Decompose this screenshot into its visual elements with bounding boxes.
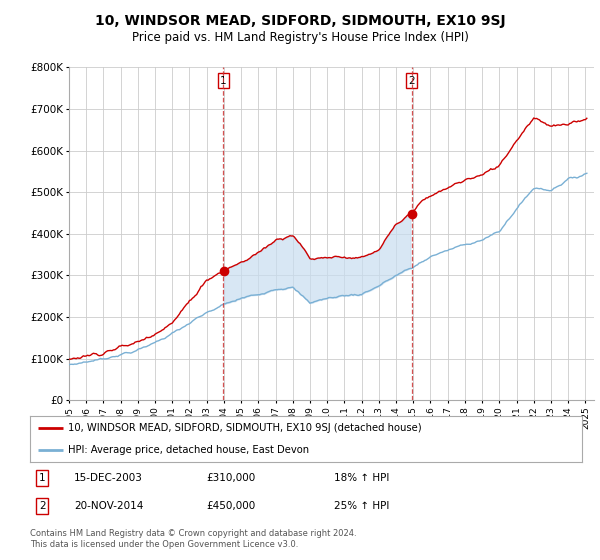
Text: 15-DEC-2003: 15-DEC-2003 (74, 473, 143, 483)
Text: 1: 1 (220, 76, 227, 86)
Text: £450,000: £450,000 (206, 501, 256, 511)
Text: 20-NOV-2014: 20-NOV-2014 (74, 501, 143, 511)
Text: HPI: Average price, detached house, East Devon: HPI: Average price, detached house, East… (68, 445, 308, 455)
Text: 10, WINDSOR MEAD, SIDFORD, SIDMOUTH, EX10 9SJ (detached house): 10, WINDSOR MEAD, SIDFORD, SIDMOUTH, EX1… (68, 423, 421, 433)
Text: 2: 2 (408, 76, 415, 86)
Text: 2: 2 (39, 501, 46, 511)
Text: 10, WINDSOR MEAD, SIDFORD, SIDMOUTH, EX10 9SJ: 10, WINDSOR MEAD, SIDFORD, SIDMOUTH, EX1… (95, 14, 505, 28)
Text: Contains HM Land Registry data © Crown copyright and database right 2024.
This d: Contains HM Land Registry data © Crown c… (30, 529, 356, 549)
Text: Price paid vs. HM Land Registry's House Price Index (HPI): Price paid vs. HM Land Registry's House … (131, 31, 469, 44)
Text: £310,000: £310,000 (206, 473, 256, 483)
Text: 25% ↑ HPI: 25% ↑ HPI (334, 501, 389, 511)
Text: 18% ↑ HPI: 18% ↑ HPI (334, 473, 389, 483)
Text: 1: 1 (39, 473, 46, 483)
